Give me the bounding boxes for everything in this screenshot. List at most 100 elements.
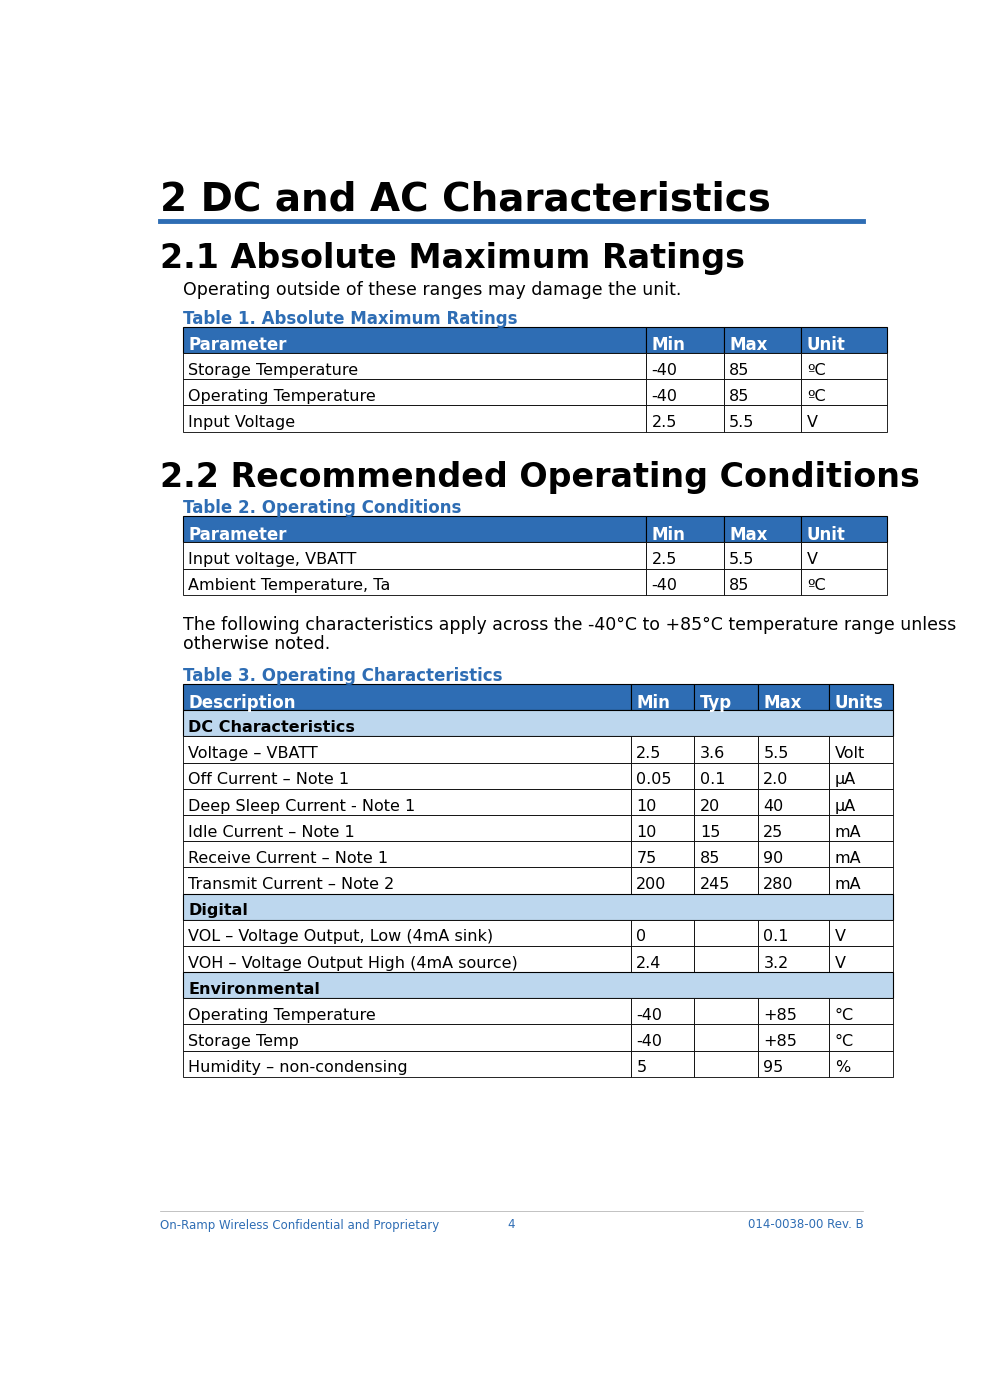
Bar	[757, 736, 829, 763]
Text: Receive Current – Note 1: Receive Current – Note 1	[189, 851, 388, 865]
Text: Min: Min	[652, 336, 686, 354]
Text: 2.0: 2.0	[763, 772, 788, 788]
Bar	[801, 326, 886, 353]
Bar	[724, 517, 801, 543]
Text: Digital: Digital	[189, 903, 249, 918]
Bar	[183, 842, 631, 867]
Text: VOL – Voltage Output, Low (4mA sink): VOL – Voltage Output, Low (4mA sink)	[189, 929, 493, 945]
Text: 2.4: 2.4	[637, 956, 662, 971]
Bar	[183, 815, 631, 842]
Bar	[631, 920, 695, 946]
Bar	[829, 999, 893, 1025]
Text: 90: 90	[763, 851, 783, 865]
Bar	[631, 763, 695, 789]
Text: mA: mA	[834, 851, 861, 865]
Text: 85: 85	[700, 851, 721, 865]
Text: 40: 40	[763, 799, 783, 814]
Bar	[829, 842, 893, 867]
Bar	[757, 685, 829, 710]
Bar	[829, 789, 893, 815]
Bar	[695, 946, 757, 972]
Text: Ambient Temperature, Ta: Ambient Temperature, Ta	[189, 578, 390, 593]
Text: 10: 10	[637, 799, 657, 814]
Bar	[647, 517, 724, 543]
Bar	[829, 736, 893, 763]
Bar	[829, 763, 893, 789]
Text: 2 DC and AC Characteristics: 2 DC and AC Characteristics	[160, 181, 770, 218]
Bar	[724, 379, 801, 406]
Text: 10: 10	[637, 825, 657, 840]
Text: Deep Sleep Current - Note 1: Deep Sleep Current - Note 1	[189, 799, 415, 814]
Bar	[647, 406, 724, 432]
Text: Environmental: Environmental	[189, 982, 320, 997]
Text: V: V	[806, 415, 817, 431]
Text: 2.2 Recommended Operating Conditions: 2.2 Recommended Operating Conditions	[160, 461, 919, 494]
Bar	[183, 972, 893, 999]
Text: V: V	[834, 929, 845, 945]
Text: Parameter: Parameter	[189, 336, 286, 354]
Text: VOH – Voltage Output High (4mA source): VOH – Voltage Output High (4mA source)	[189, 956, 518, 971]
Bar	[631, 736, 695, 763]
Bar	[631, 789, 695, 815]
Text: 5: 5	[637, 1060, 647, 1075]
Bar	[647, 543, 724, 568]
Text: Table 2. Operating Conditions: Table 2. Operating Conditions	[183, 499, 461, 517]
Bar	[695, 815, 757, 842]
Text: Voltage – VBATT: Voltage – VBATT	[189, 746, 318, 761]
Text: Storage Temperature: Storage Temperature	[189, 363, 358, 378]
Text: Humidity – non-condensing: Humidity – non-condensing	[189, 1060, 408, 1075]
Bar	[631, 1025, 695, 1050]
Bar	[183, 789, 631, 815]
Bar	[631, 867, 695, 893]
Bar	[183, 736, 631, 763]
Bar	[183, 685, 631, 710]
Text: °C: °C	[834, 1008, 853, 1024]
Bar	[647, 379, 724, 406]
Text: 0: 0	[637, 929, 647, 945]
Text: Typ: Typ	[700, 693, 732, 711]
Text: 3.6: 3.6	[700, 746, 726, 761]
Text: Storage Temp: Storage Temp	[189, 1035, 299, 1049]
Bar	[183, 999, 631, 1025]
Bar	[757, 920, 829, 946]
Text: V: V	[834, 956, 845, 971]
Bar	[647, 353, 724, 379]
Bar	[183, 568, 647, 594]
Bar	[829, 685, 893, 710]
Bar	[801, 517, 886, 543]
Bar	[724, 353, 801, 379]
Bar	[695, 763, 757, 789]
Text: Max: Max	[730, 526, 767, 544]
Text: μA: μA	[834, 772, 856, 788]
Bar	[695, 685, 757, 710]
Bar	[695, 867, 757, 893]
Bar	[631, 685, 695, 710]
Text: 014-0038-00 Rev. B: 014-0038-00 Rev. B	[748, 1218, 863, 1232]
Text: 15: 15	[700, 825, 721, 840]
Bar	[757, 842, 829, 867]
Bar	[183, 353, 647, 379]
Text: 25: 25	[763, 825, 783, 840]
Text: -40: -40	[637, 1035, 663, 1049]
Bar	[695, 1050, 757, 1076]
Text: 85: 85	[730, 389, 749, 404]
Text: Unit: Unit	[806, 336, 845, 354]
Text: ºC: ºC	[806, 389, 825, 404]
Text: 245: 245	[700, 876, 731, 892]
Bar	[183, 543, 647, 568]
Text: Operating outside of these ranges may damage the unit.: Operating outside of these ranges may da…	[183, 281, 682, 299]
Bar	[647, 326, 724, 353]
Text: -40: -40	[652, 578, 678, 593]
Bar	[829, 867, 893, 893]
Text: mA: mA	[834, 825, 861, 840]
Text: 4: 4	[508, 1218, 515, 1232]
Bar	[631, 815, 695, 842]
Bar	[695, 789, 757, 815]
Text: μA: μA	[834, 799, 856, 814]
Bar	[183, 946, 631, 972]
Bar	[757, 815, 829, 842]
Bar	[695, 736, 757, 763]
Bar	[757, 999, 829, 1025]
Text: Idle Current – Note 1: Idle Current – Note 1	[189, 825, 355, 840]
Bar	[757, 1025, 829, 1050]
